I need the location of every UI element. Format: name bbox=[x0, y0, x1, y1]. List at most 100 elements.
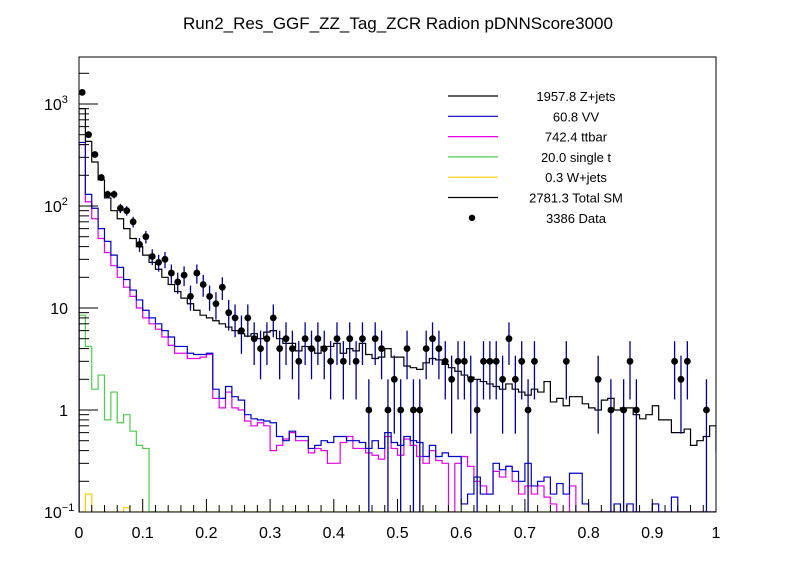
data-point bbox=[301, 335, 309, 343]
data-point bbox=[410, 406, 417, 414]
data-point bbox=[320, 345, 328, 352]
data-point bbox=[212, 300, 220, 308]
x-tick-label: 0.9 bbox=[641, 525, 663, 542]
data-point bbox=[384, 406, 392, 414]
data-point bbox=[314, 335, 322, 343]
legend-label: 3386 Data bbox=[546, 211, 607, 226]
x-tick-label: 0.7 bbox=[514, 525, 536, 542]
y-tick-exponent: 3 bbox=[62, 94, 68, 106]
legend-marker-icon bbox=[468, 214, 476, 221]
data-point bbox=[703, 406, 710, 414]
data-point bbox=[467, 375, 475, 383]
data-point bbox=[97, 174, 105, 181]
legend-label: 742.4 ttbar bbox=[545, 130, 608, 145]
data-point bbox=[524, 406, 532, 414]
x-axis: 0 0.1 0.2 0.3 0.4 0.5 0.6 0.7 0.8 0.9 1 bbox=[75, 499, 721, 542]
data-point bbox=[562, 357, 570, 365]
x-tick-label: 0.3 bbox=[259, 525, 281, 542]
y-tick-base: 1 bbox=[59, 403, 68, 420]
data-point bbox=[282, 335, 290, 343]
data-point bbox=[505, 335, 513, 343]
data-point bbox=[91, 151, 99, 158]
data-point bbox=[486, 357, 494, 365]
y-tick-base: 10 bbox=[44, 97, 62, 114]
x-tick-label: 1 bbox=[712, 525, 721, 542]
series-group bbox=[79, 88, 716, 512]
x-tick-label: 0.2 bbox=[195, 525, 217, 542]
data-point bbox=[199, 281, 207, 288]
data-point bbox=[225, 309, 233, 317]
data-point bbox=[218, 283, 226, 291]
data-point bbox=[632, 406, 640, 414]
data-point bbox=[397, 406, 405, 414]
data-point bbox=[378, 345, 385, 352]
y-tick-label: 103 bbox=[44, 94, 68, 114]
data-point bbox=[626, 357, 634, 365]
y-tick-base: 10 bbox=[44, 199, 62, 216]
data-point bbox=[155, 258, 163, 266]
data-point bbox=[257, 345, 264, 352]
y-tick-exponent: 2 bbox=[62, 196, 68, 208]
y-tick-label: 10−1 bbox=[44, 502, 74, 522]
data-point bbox=[511, 375, 519, 383]
legend-entry: 0.3 W+jets bbox=[448, 170, 607, 185]
series-vv bbox=[79, 141, 716, 512]
data-point bbox=[359, 335, 366, 343]
data-point bbox=[187, 292, 194, 300]
data-point bbox=[492, 357, 500, 365]
data-point bbox=[327, 357, 335, 365]
data-point bbox=[263, 335, 271, 343]
x-tick-label: 0.8 bbox=[577, 525, 599, 542]
data-point bbox=[167, 269, 175, 277]
data-point bbox=[671, 357, 678, 365]
legend-entry: 742.4 ttbar bbox=[448, 130, 608, 145]
data-point bbox=[365, 406, 373, 414]
x-tick-label: 0.4 bbox=[323, 525, 345, 542]
data-point bbox=[288, 345, 296, 352]
legend-entry: 60.8 VV bbox=[448, 109, 599, 124]
legend-entry: 3386 Data bbox=[468, 211, 607, 226]
data-point bbox=[250, 335, 258, 343]
legend-entry: 1957.8 Z+jets bbox=[448, 89, 616, 104]
data-point bbox=[174, 278, 182, 286]
data-point bbox=[276, 345, 284, 352]
data-point bbox=[416, 406, 424, 414]
data-point bbox=[104, 190, 112, 198]
y-tick-label: 10 bbox=[50, 301, 68, 318]
data-point bbox=[117, 204, 124, 212]
y-tick-label: 102 bbox=[44, 196, 68, 216]
x-tick-label: 0.5 bbox=[386, 525, 408, 542]
data-point bbox=[683, 357, 691, 365]
data-point bbox=[129, 218, 137, 226]
data-point bbox=[620, 406, 628, 414]
data-point bbox=[161, 255, 169, 263]
x-tick-label: 0.6 bbox=[450, 525, 472, 542]
legend-label: 20.0 single t bbox=[541, 150, 611, 165]
legend: 1957.8 Z+jets 60.8 VV 742.4 ttbar 20.0 sing… bbox=[448, 89, 623, 226]
data-point bbox=[460, 357, 468, 365]
data-point bbox=[403, 345, 411, 352]
data-point bbox=[352, 357, 360, 365]
data-point bbox=[448, 375, 456, 383]
y-tick-base: 10 bbox=[44, 505, 62, 522]
data-point bbox=[518, 357, 526, 365]
legend-label: 60.8 VV bbox=[553, 109, 600, 124]
y-tick-exponent: −1 bbox=[62, 502, 75, 514]
data-point bbox=[308, 345, 315, 352]
series-total-sm bbox=[79, 108, 716, 512]
data-point bbox=[454, 357, 462, 365]
x-tick-label: 0 bbox=[75, 525, 84, 542]
data-point bbox=[193, 269, 201, 277]
x-tick-label: 0.1 bbox=[132, 525, 154, 542]
data-point bbox=[136, 241, 143, 248]
data-point bbox=[148, 253, 156, 260]
data-point bbox=[499, 375, 507, 383]
chart-title: Run2_Res_GGF_ZZ_Tag_ZCR Radion pDNNScore… bbox=[183, 14, 613, 33]
data-point bbox=[238, 327, 245, 335]
data-point bbox=[473, 406, 481, 414]
y-tick-base: 10 bbox=[50, 301, 68, 318]
data-point bbox=[142, 233, 150, 241]
y-tick-label: 1 bbox=[59, 403, 68, 420]
data-point bbox=[480, 357, 487, 365]
